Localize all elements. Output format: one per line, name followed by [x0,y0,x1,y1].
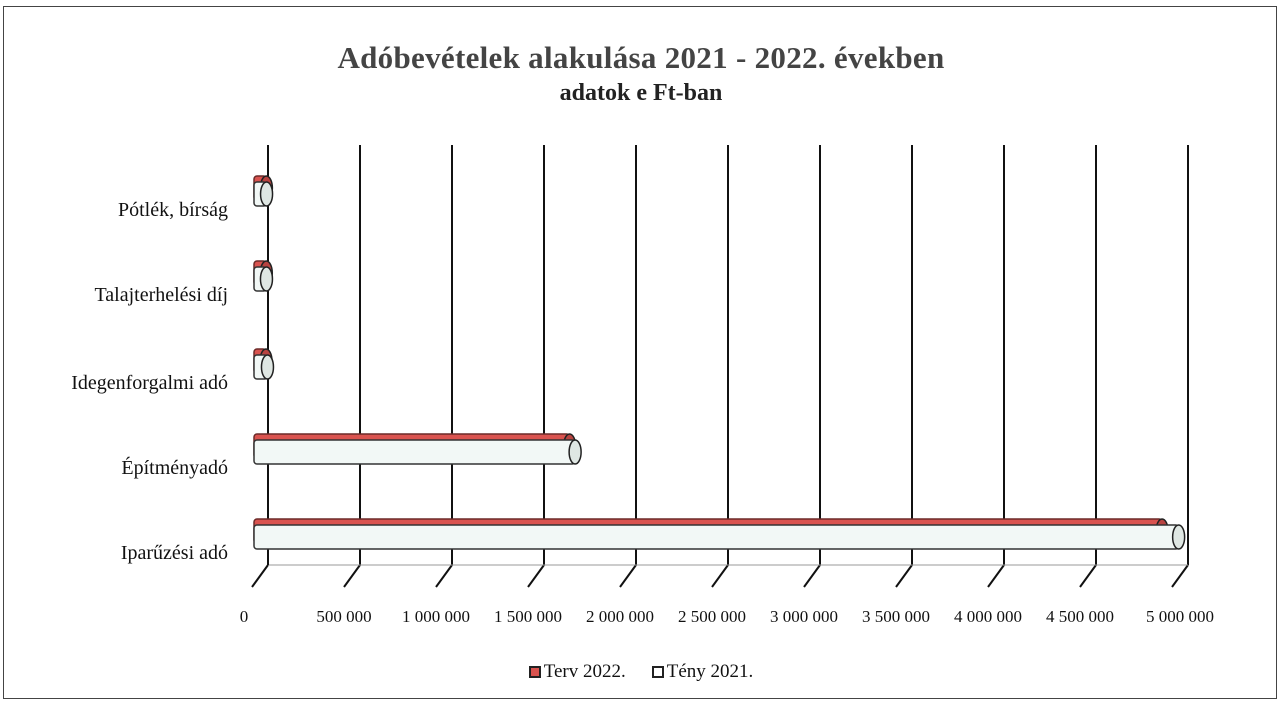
floor-tick [895,564,913,588]
floor-tick [987,564,1005,588]
category-label: Építményadó [121,456,228,479]
x-tick-label: 4 500 000 [1046,607,1114,626]
bar-cap-teny [568,439,582,465]
x-tick-label: 0 [240,607,249,626]
x-tick-label: 3 000 000 [770,607,838,626]
x-tick-label: 1 500 000 [494,607,562,626]
x-tick-label: 500 000 [316,607,371,626]
legend: Terv 2022. Tény 2021. [0,661,1282,683]
category-label: Talajterhelési díj [94,284,228,306]
floor-tick [803,564,821,588]
legend-swatch-teny [651,666,664,678]
category-label: Iparűzési adó [121,542,228,564]
legend-swatch-terv [528,666,541,678]
floor-tick [527,564,545,588]
bar-teny [253,524,1180,550]
floor-tick [343,564,361,588]
category-label: Idegenforgalmi adó [71,372,228,394]
bar-cap-teny [1171,524,1186,550]
x-tick-label: 2 000 000 [586,607,654,626]
bar-cap-teny [259,181,274,207]
legend-label-teny: Tény 2021. [666,661,754,682]
x-tick-label: 1 000 000 [402,607,470,626]
floor-tick [619,564,637,588]
category-label: Pótlék, bírság [118,199,228,221]
floor-tick [1171,564,1189,588]
legend-label-terv: Terv 2022. [543,661,626,682]
bar-cap-teny [259,266,274,292]
x-tick-label: 2 500 000 [678,607,746,626]
chart-title: Adóbevételek alakulása 2021 - 2022. évek… [337,40,945,75]
x-tick-label: 4 000 000 [954,607,1022,626]
floor-tick [1079,564,1097,588]
x-tick-label: 3 500 000 [862,607,930,626]
bar-cap-teny [260,354,275,380]
floor-tick [711,564,729,588]
chart-subtitle: adatok e Ft-ban [559,80,723,106]
floor-tick [435,564,453,588]
floor-tick [251,564,269,588]
bar-teny [253,439,576,465]
x-tick-label: 5 000 000 [1146,607,1214,626]
chart-frame [3,6,1277,699]
legend-item-terv: Terv 2022. [528,661,626,683]
legend-item-teny: Tény 2021. [651,661,754,683]
